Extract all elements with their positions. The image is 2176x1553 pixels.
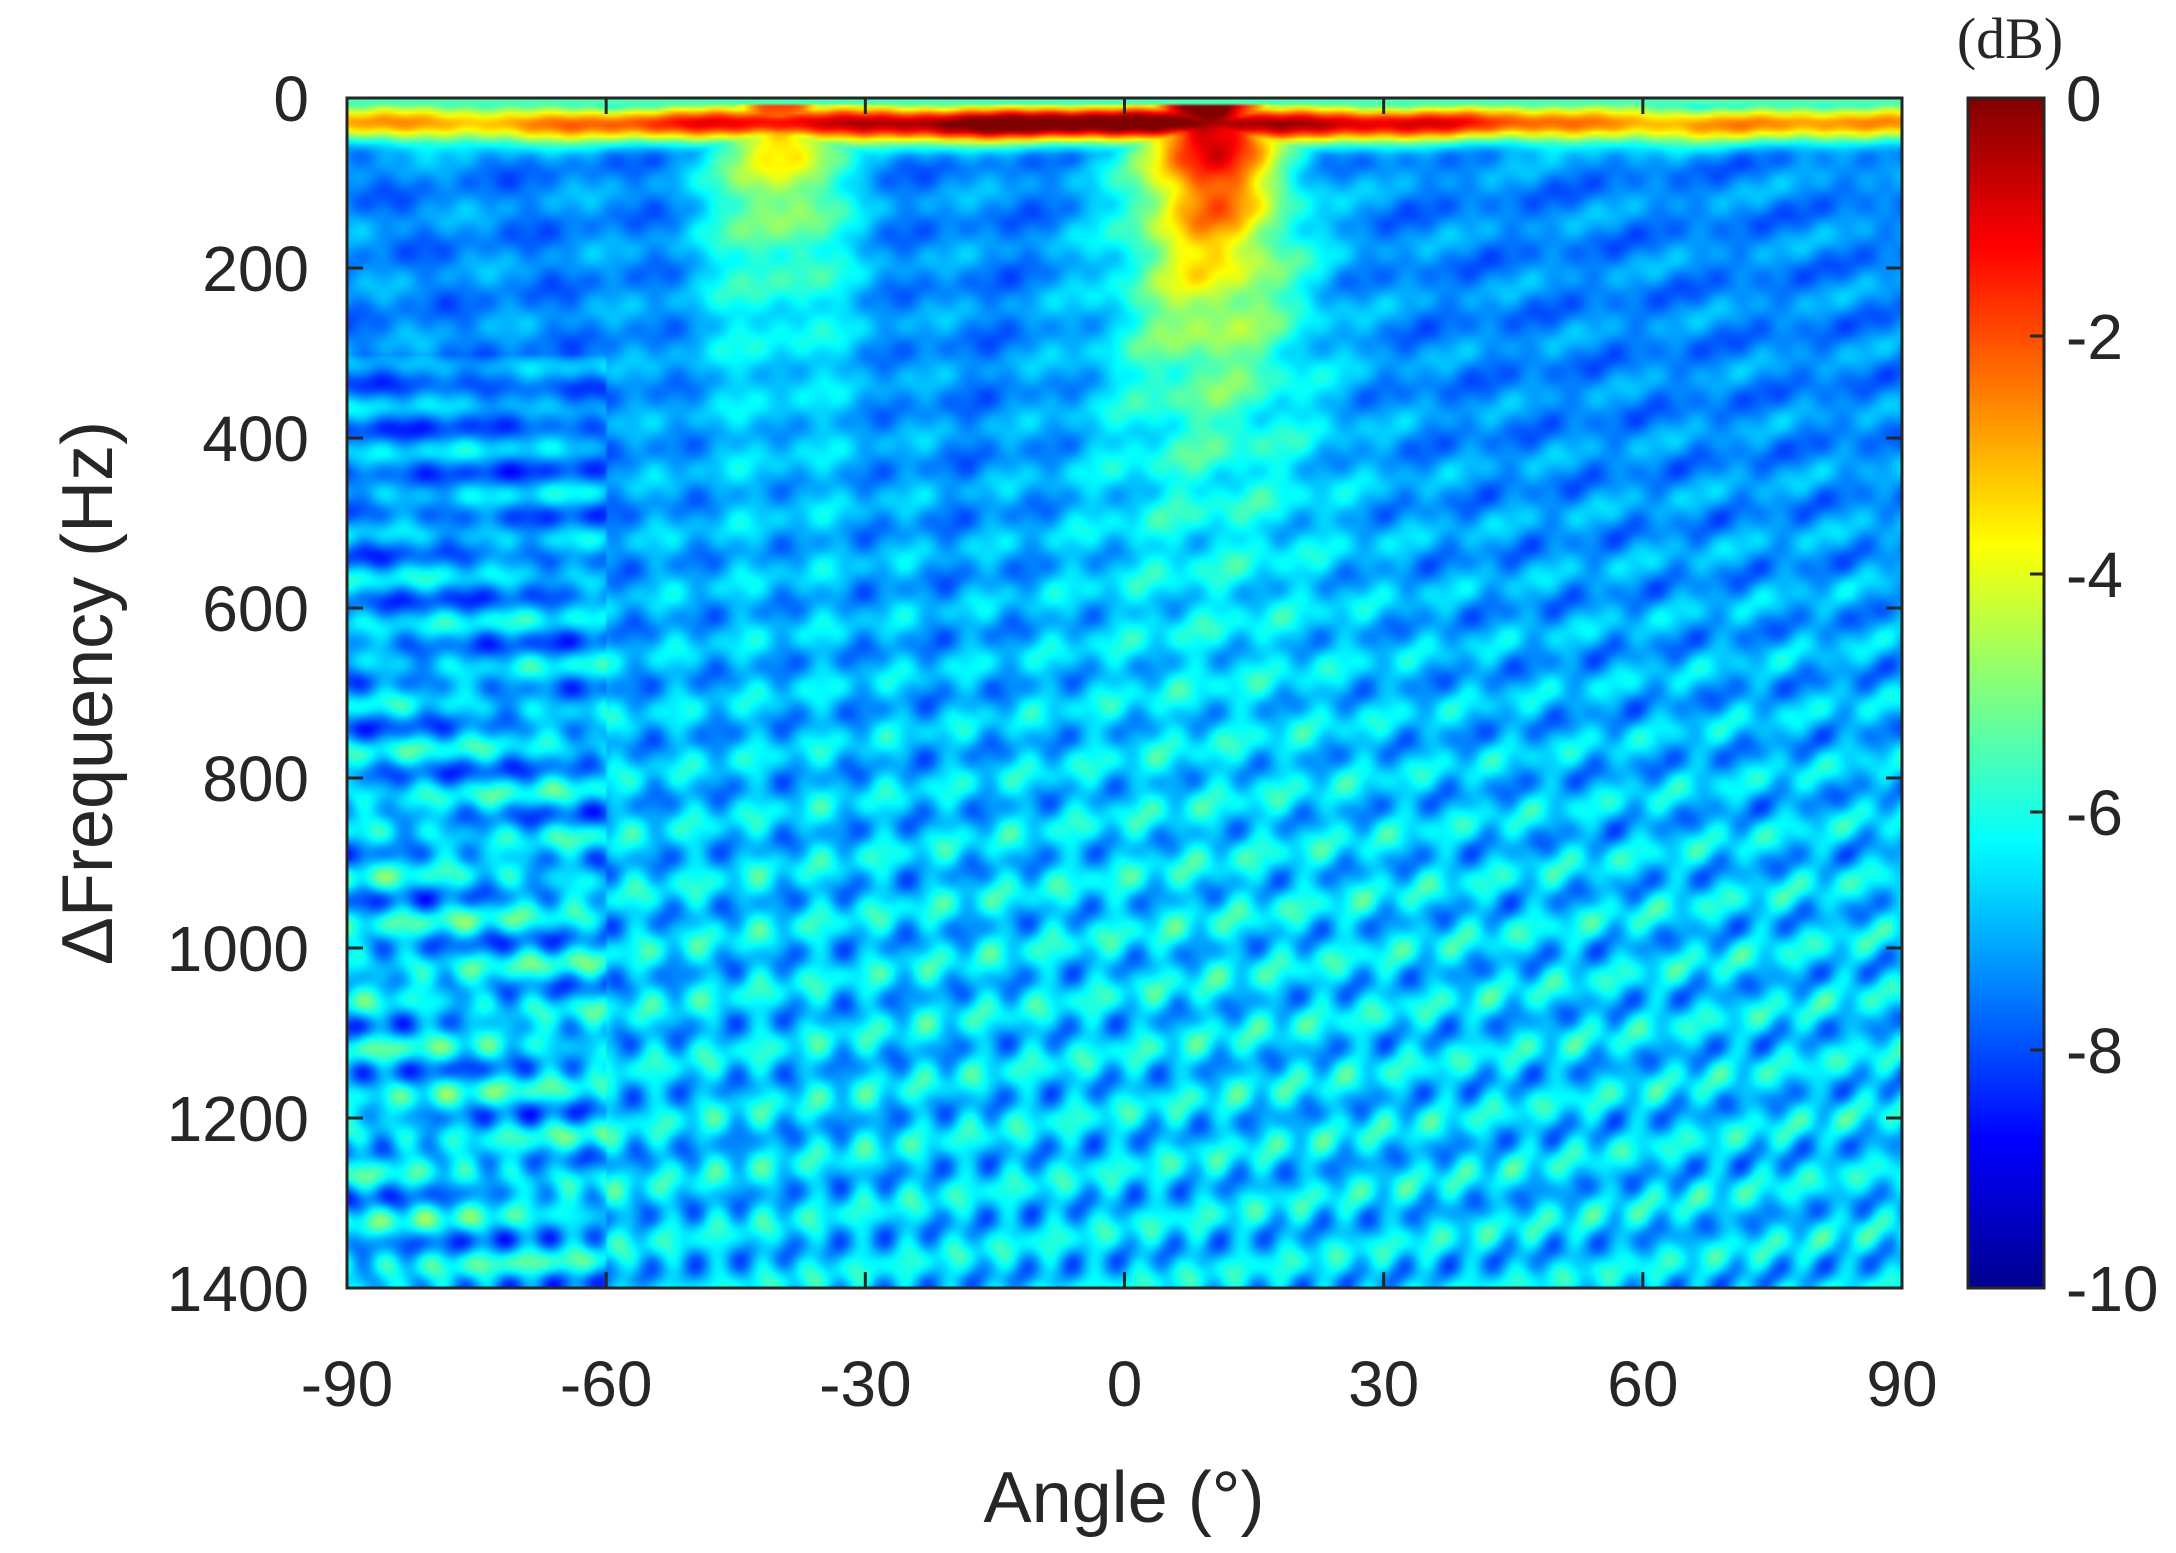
y-axis-ticks [347, 96, 1902, 1290]
heatmap-image [347, 98, 1902, 1288]
colorbar-tick-label: -4 [2066, 539, 2123, 611]
plot-area [345, 96, 1904, 1290]
colorbar-ticks [2030, 96, 2044, 1290]
colorbar-tick-label: -6 [2066, 777, 2123, 849]
y-tick-label: 1200 [167, 1083, 309, 1155]
colorbar-tick-label: -8 [2066, 1015, 2123, 1087]
y-tick-label: 800 [202, 743, 309, 815]
y-tick-label: 600 [202, 573, 309, 645]
x-tick-label: -90 [301, 1348, 394, 1420]
y-tick-label: 0 [273, 63, 309, 135]
y-tick-label: 1400 [167, 1253, 309, 1325]
x-tick-label: -30 [819, 1348, 912, 1420]
x-tick-label: 90 [1866, 1348, 1937, 1420]
colorbar-tick-label: -2 [2066, 301, 2123, 373]
y-axis-tick-labels: 0 200 400 600 800 1000 1200 1400 [167, 63, 309, 1325]
x-tick-label: 0 [1107, 1348, 1143, 1420]
x-axis-ticks [345, 98, 1904, 1288]
y-axis-title: ΔFrequency (Hz) [48, 421, 128, 965]
x-tick-label: 30 [1348, 1348, 1419, 1420]
y-tick-label: 200 [202, 233, 309, 305]
colorbar-gradient [1966, 96, 2046, 1290]
colorbar: 0 -2 -4 -6 -8 -10 (dB) [1957, 6, 2159, 1325]
y-tick-label: 1000 [167, 913, 309, 985]
x-axis-title: Angle (°) [984, 1458, 1265, 1538]
colorbar-tick-labels: 0 -2 -4 -6 -8 -10 [2066, 63, 2159, 1325]
colorbar-tick-label: 0 [2066, 63, 2102, 135]
colorbar-unit-label: (dB) [1957, 6, 2063, 71]
colorbar-tick-label: -10 [2066, 1253, 2159, 1325]
x-axis-tick-labels: -90 -60 -30 0 30 60 90 [301, 1348, 1938, 1420]
x-tick-label: 60 [1607, 1348, 1678, 1420]
x-tick-label: -60 [560, 1348, 653, 1420]
y-tick-label: 400 [202, 403, 309, 475]
